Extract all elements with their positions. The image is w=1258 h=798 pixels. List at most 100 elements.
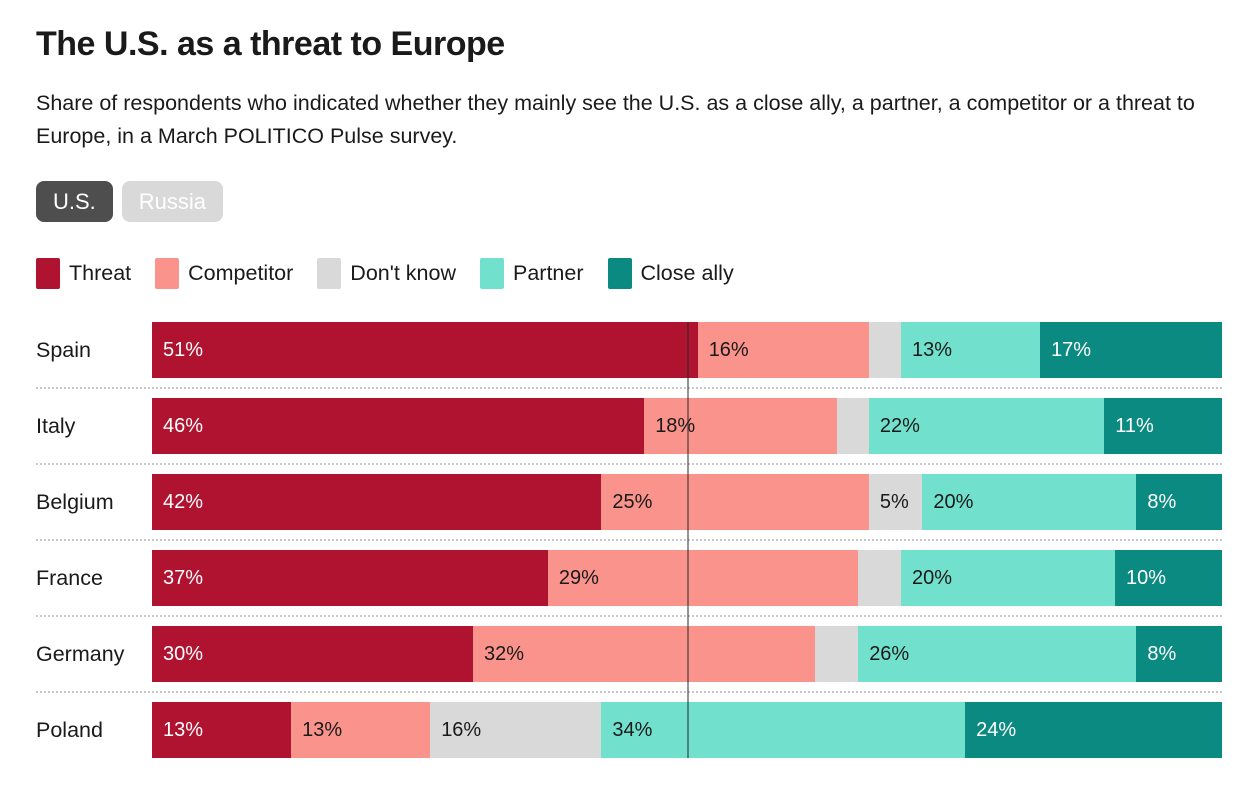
bar-value-label: 51% xyxy=(163,338,204,361)
bar-value-label: 25% xyxy=(612,490,653,513)
bar-segment: 42% xyxy=(152,474,602,531)
bar-segment: 24% xyxy=(965,702,1222,759)
row-label: France xyxy=(36,565,103,590)
bar-value-label: 16% xyxy=(441,718,482,741)
bar-group: 46% 18% 22% 11% xyxy=(152,398,1222,455)
legend-label: Partner xyxy=(512,261,584,286)
bar-group: 30% 32% 26% 8% xyxy=(152,626,1222,683)
bar-value-label: 5% xyxy=(879,490,909,513)
row-separator xyxy=(36,691,1222,694)
legend-swatch-icon xyxy=(155,258,180,290)
bar-value-label: 26% xyxy=(869,642,910,665)
row-label: Germany xyxy=(36,641,125,666)
bar-value-label: 8% xyxy=(1147,642,1177,665)
bar-value-label: 29% xyxy=(558,566,599,589)
row-label: Poland xyxy=(36,717,103,742)
bar-segment: 34% xyxy=(601,702,966,759)
bar-group: 37% 29% 20% 10% xyxy=(152,550,1222,607)
legend-label: Competitor xyxy=(188,261,294,286)
row-label: Belgium xyxy=(36,489,114,514)
bar-segment: 13% xyxy=(900,322,1041,379)
chart-row: Germany 30% 32% 26% 8% xyxy=(36,626,1222,683)
row-label: Spain xyxy=(36,337,91,362)
toggle-russia-button[interactable]: Russia xyxy=(121,181,224,223)
bar-value-label: 42% xyxy=(163,490,204,513)
bar-segment xyxy=(836,398,869,455)
chart-row: Spain 51% 16% 13% 17% xyxy=(36,322,1222,379)
bar-value-label: 11% xyxy=(1115,414,1154,437)
bar-value-label: 18% xyxy=(655,414,696,437)
bar-segment: 25% xyxy=(601,474,869,531)
legend-item: Close ally xyxy=(607,258,734,290)
bar-group: 51% 16% 13% 17% xyxy=(152,322,1222,379)
legend-swatch-icon xyxy=(317,258,342,290)
legend-swatch-icon xyxy=(607,258,632,290)
stacked-bar-chart: Spain 51% 16% 13% 17% Italy 46% 18% 22% 11% Belgiu… xyxy=(36,322,1222,759)
chart-row: Italy 46% 18% 22% 11% xyxy=(36,398,1222,455)
bar-group: 42% 25% 5% 20% 8% xyxy=(152,474,1222,531)
bar-value-label: 10% xyxy=(1125,566,1167,589)
bar-segment xyxy=(815,626,859,683)
bar-segment: 16% xyxy=(697,322,869,379)
bar-value-label: 22% xyxy=(879,414,920,437)
row-separator xyxy=(36,539,1222,542)
bar-segment: 10% xyxy=(1114,550,1222,607)
bar-segment: 17% xyxy=(1040,322,1222,379)
row-label: Italy xyxy=(36,413,76,438)
bar-value-label: 8% xyxy=(1147,490,1177,513)
bar-value-label: 13% xyxy=(911,338,952,361)
toggle-us-button[interactable]: U.S. xyxy=(36,181,113,223)
legend-label: Close ally xyxy=(640,261,734,286)
bar-segment: 37% xyxy=(152,550,548,607)
bar-value-label: 13% xyxy=(302,718,343,741)
bar-segment: 26% xyxy=(858,626,1137,683)
bar-segment: 13% xyxy=(291,702,431,759)
legend: Threat Competitor Don't know Partner Close a… xyxy=(36,258,1222,290)
bar-segment: 30% xyxy=(152,626,473,683)
legend-label: Threat xyxy=(69,261,132,286)
bar-segment: 20% xyxy=(922,474,1137,531)
bar-segment: 51% xyxy=(152,322,698,379)
legend-label: Don't know xyxy=(350,261,456,286)
bar-value-label: 16% xyxy=(708,338,749,361)
bar-segment: 5% xyxy=(868,474,923,531)
bar-value-label: 37% xyxy=(163,566,204,589)
bar-segment: 18% xyxy=(644,398,837,455)
bar-segment: 29% xyxy=(547,550,859,607)
legend-swatch-icon xyxy=(479,258,504,290)
bar-value-label: 34% xyxy=(612,718,653,741)
bar-segment: 20% xyxy=(900,550,1115,607)
bar-value-label: 20% xyxy=(933,490,974,513)
bar-value-label: 17% xyxy=(1051,338,1092,361)
legend-item: Threat xyxy=(36,258,132,290)
bar-value-label: 46% xyxy=(163,414,204,437)
row-separator xyxy=(36,387,1222,390)
bar-value-label: 24% xyxy=(976,718,1017,741)
bar-value-label: 32% xyxy=(484,642,525,665)
fifty-percent-reference-line xyxy=(687,322,689,759)
bar-segment: 8% xyxy=(1136,474,1222,531)
legend-swatch-icon xyxy=(36,258,60,290)
bar-group: 13% 13% 16% 34% 24% xyxy=(152,702,1222,759)
country-toggle-group: U.S. Russia xyxy=(36,181,1222,223)
legend-item: Don't know xyxy=(317,258,456,290)
row-separator xyxy=(36,615,1222,618)
chart-row: France 37% 29% 20% 10% xyxy=(36,550,1222,607)
page-title: The U.S. as a threat to Europe xyxy=(36,25,505,63)
bar-value-label: 20% xyxy=(911,566,953,589)
chart-row: Belgium 42% 25% 5% 20% 8% xyxy=(36,474,1222,531)
bar-segment: 32% xyxy=(473,626,816,683)
bar-segment: 11% xyxy=(1104,398,1222,455)
page-subtitle: Share of respondents who indicated wheth… xyxy=(36,91,1195,149)
bar-value-label: 30% xyxy=(163,642,204,665)
bar-segment: 13% xyxy=(152,702,292,759)
bar-segment: 22% xyxy=(868,398,1105,455)
row-separator xyxy=(36,463,1222,466)
bar-segment: 16% xyxy=(430,702,602,759)
legend-item: Competitor xyxy=(155,258,294,290)
bar-segment: 46% xyxy=(152,398,645,455)
bar-segment xyxy=(858,550,901,607)
chart-row: Poland 13% 13% 16% 34% 24% xyxy=(36,702,1222,759)
bar-segment xyxy=(868,322,901,379)
bar-value-label: 13% xyxy=(163,718,204,741)
